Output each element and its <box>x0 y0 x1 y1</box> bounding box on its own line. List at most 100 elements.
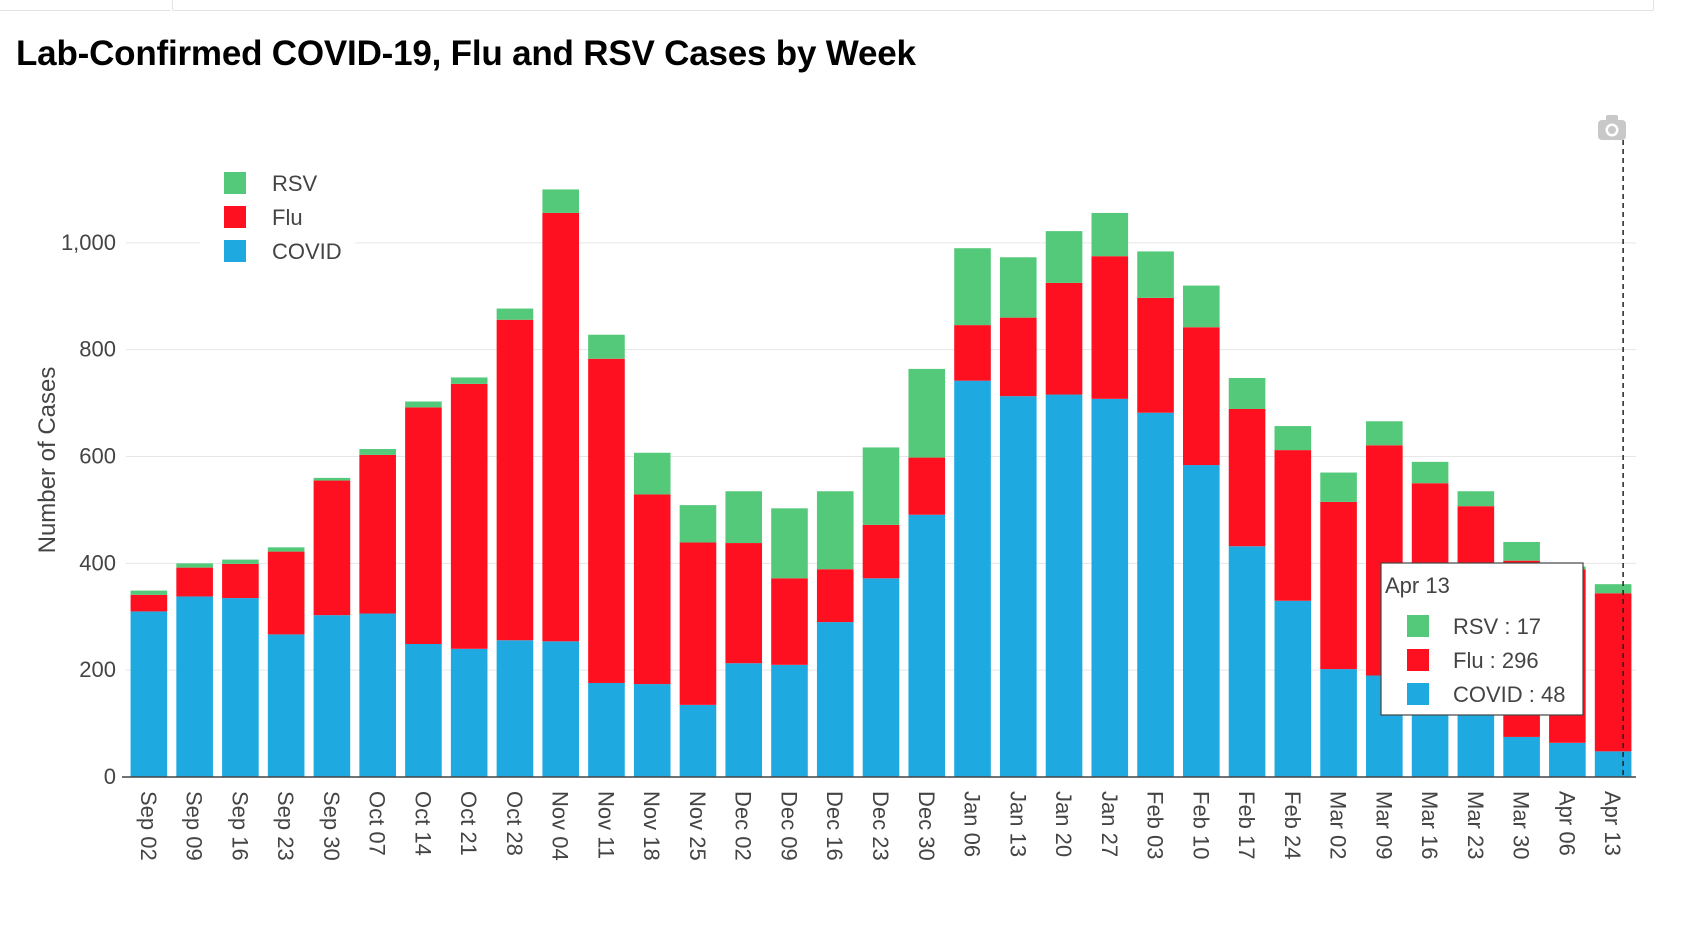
bar-stack[interactable] <box>450 377 488 777</box>
bar-covid[interactable] <box>267 634 305 777</box>
bar-covid[interactable] <box>1503 736 1540 777</box>
bar-stack[interactable] <box>1045 231 1083 777</box>
bar-covid[interactable] <box>1594 751 1632 777</box>
bar-stack[interactable] <box>222 559 259 777</box>
bar-rsv[interactable] <box>130 590 168 595</box>
bar-stack[interactable] <box>542 189 579 777</box>
bar-covid[interactable] <box>1549 742 1586 777</box>
bar-stack[interactable] <box>1594 584 1632 777</box>
bar-flu[interactable] <box>1274 450 1312 601</box>
bar-rsv[interactable] <box>908 368 946 458</box>
bar-stack[interactable] <box>1320 472 1357 777</box>
bar-rsv[interactable] <box>267 547 305 552</box>
bar-stack[interactable] <box>908 368 946 777</box>
bar-rsv[interactable] <box>176 563 213 568</box>
bar-covid[interactable] <box>679 704 717 777</box>
bar-flu[interactable] <box>1594 593 1632 752</box>
bar-flu[interactable] <box>405 407 442 644</box>
bar-flu[interactable] <box>222 563 259 599</box>
bar-stack[interactable] <box>267 547 305 777</box>
bar-flu[interactable] <box>725 543 763 664</box>
bar-rsv[interactable] <box>496 308 534 320</box>
bar-flu[interactable] <box>1183 327 1220 466</box>
bar-flu[interactable] <box>862 524 900 579</box>
bar-stack[interactable] <box>725 491 763 777</box>
bar-stack[interactable] <box>496 308 534 777</box>
bar-covid[interactable] <box>816 622 854 777</box>
legend-item-rsv[interactable]: RSV <box>224 171 318 196</box>
legend-item-covid[interactable]: COVID <box>224 239 342 264</box>
bar-rsv[interactable] <box>954 248 991 326</box>
bar-stack[interactable] <box>405 401 442 777</box>
bar-flu[interactable] <box>267 551 305 635</box>
bar-stack[interactable] <box>1274 426 1312 777</box>
bar-rsv[interactable] <box>1457 491 1495 507</box>
bar-covid[interactable] <box>999 396 1037 777</box>
bar-flu[interactable] <box>1091 256 1129 399</box>
bar-covid[interactable] <box>1228 546 1266 777</box>
bar-flu[interactable] <box>313 480 351 616</box>
bar-flu[interactable] <box>176 567 213 597</box>
bar-stack[interactable] <box>816 491 854 777</box>
bar-rsv[interactable] <box>222 559 259 564</box>
bar-rsv[interactable] <box>679 505 717 543</box>
bar-rsv[interactable] <box>1411 461 1449 484</box>
bar-stack[interactable] <box>176 563 213 777</box>
bar-rsv[interactable] <box>1183 285 1220 328</box>
bar-stack[interactable] <box>1228 377 1266 777</box>
bar-covid[interactable] <box>222 598 259 777</box>
bar-flu[interactable] <box>359 454 396 614</box>
bar-stack[interactable] <box>1137 251 1174 777</box>
bar-covid[interactable] <box>1045 394 1083 777</box>
bar-covid[interactable] <box>496 640 534 777</box>
bar-flu[interactable] <box>1045 282 1083 395</box>
bar-stack[interactable] <box>862 447 900 777</box>
bar-covid[interactable] <box>1320 669 1357 777</box>
bar-stack[interactable] <box>954 248 991 777</box>
bar-stack[interactable] <box>313 477 351 777</box>
bar-rsv[interactable] <box>633 452 671 495</box>
bar-flu[interactable] <box>679 542 717 705</box>
bar-covid[interactable] <box>862 578 900 777</box>
bar-rsv[interactable] <box>771 508 808 579</box>
bar-stack[interactable] <box>633 452 671 777</box>
bar-rsv[interactable] <box>1091 212 1129 257</box>
bar-flu[interactable] <box>999 317 1037 397</box>
bar-stack[interactable] <box>130 590 168 777</box>
bar-covid[interactable] <box>633 684 671 777</box>
bar-rsv[interactable] <box>862 447 900 525</box>
bar-covid[interactable] <box>771 664 808 777</box>
bar-flu[interactable] <box>771 578 808 665</box>
bar-covid[interactable] <box>313 615 351 777</box>
bar-rsv[interactable] <box>313 477 351 481</box>
bar-stack[interactable] <box>771 508 808 777</box>
bar-covid[interactable] <box>405 643 442 777</box>
bar-rsv[interactable] <box>359 449 396 455</box>
bar-covid[interactable] <box>1183 465 1220 777</box>
bar-rsv[interactable] <box>1045 231 1083 283</box>
bar-stack[interactable] <box>588 334 625 777</box>
bar-stack[interactable] <box>359 449 396 777</box>
bar-rsv[interactable] <box>999 257 1037 318</box>
bar-rsv[interactable] <box>542 189 579 213</box>
bar-covid[interactable] <box>450 648 488 777</box>
legend[interactable]: RSV Flu COVID <box>200 160 355 270</box>
bar-covid[interactable] <box>1091 398 1129 777</box>
bar-flu[interactable] <box>1228 408 1266 547</box>
bar-covid[interactable] <box>588 682 625 777</box>
bar-rsv[interactable] <box>1594 584 1632 594</box>
bar-stack[interactable] <box>679 505 717 777</box>
bar-flu[interactable] <box>908 457 946 515</box>
bar-flu[interactable] <box>1137 297 1174 413</box>
bar-rsv[interactable] <box>1228 377 1266 409</box>
bar-rsv[interactable] <box>1366 421 1403 446</box>
bar-flu[interactable] <box>450 383 488 649</box>
bar-rsv[interactable] <box>1274 426 1312 451</box>
bar-covid[interactable] <box>359 613 396 777</box>
bar-covid[interactable] <box>1137 412 1174 777</box>
bar-stack[interactable] <box>1183 285 1220 777</box>
bar-rsv[interactable] <box>450 377 488 384</box>
camera-icon[interactable] <box>1598 115 1626 140</box>
bar-covid[interactable] <box>1274 600 1312 777</box>
bar-covid[interactable] <box>954 380 991 777</box>
